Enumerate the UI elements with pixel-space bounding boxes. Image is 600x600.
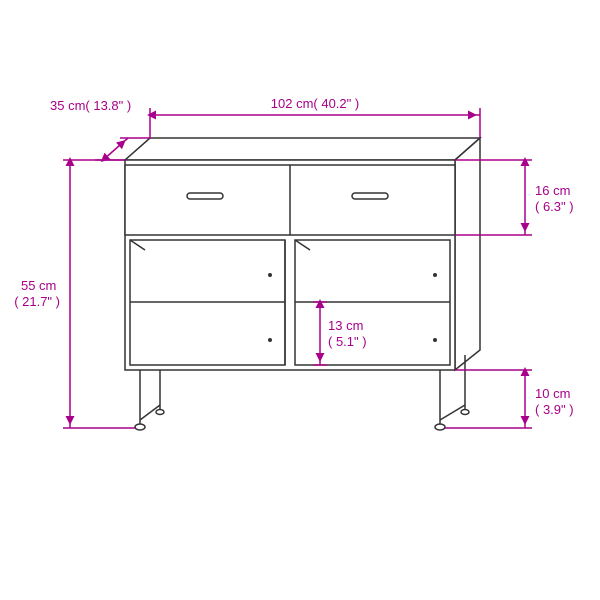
dim-width-cm: 102 cm: [271, 96, 314, 111]
dim-leg-cm: 10 cm: [535, 386, 570, 401]
svg-text:55 cm ( 21.7" ): 55 cm ( 21.7" ): [14, 278, 60, 309]
dim-drawer-cm: 16 cm: [535, 183, 570, 198]
dim-shelf-cm: 13 cm: [328, 318, 363, 333]
dim-width: 102 cm( 40.2" ): [150, 96, 480, 138]
dim-height-in: ( 21.7" ): [14, 294, 60, 309]
dim-height-cm: 55 cm: [21, 278, 56, 293]
dimension-diagram: 102 cm( 40.2" ) 35 cm( 13.8" ) 55 cm ( 2…: [0, 0, 600, 600]
dim-height: 55 cm ( 21.7" ): [14, 160, 135, 428]
dim-width-in: ( 40.2" ): [313, 96, 359, 111]
svg-text:102 cm( 40.2" ): 102 cm( 40.2" ): [271, 96, 359, 111]
dim-drawer-in: ( 6.3" ): [535, 199, 574, 214]
svg-text:10 cm ( 3.9" ): 10 cm ( 3.9" ): [535, 386, 574, 417]
dim-leg-in: ( 3.9" ): [535, 402, 574, 417]
svg-text:35 cm( 13.8" ): 35 cm( 13.8" ): [50, 98, 131, 113]
furniture-body: [125, 138, 480, 430]
dim-shelf-in: ( 5.1" ): [328, 334, 367, 349]
svg-text:13 cm ( 5.1" ): 13 cm ( 5.1" ): [328, 318, 367, 349]
dim-depth-in: ( 13.8" ): [85, 98, 131, 113]
svg-text:16 cm ( 6.3" ): 16 cm ( 6.3" ): [535, 183, 574, 214]
dim-depth-cm: 35 cm: [50, 98, 85, 113]
